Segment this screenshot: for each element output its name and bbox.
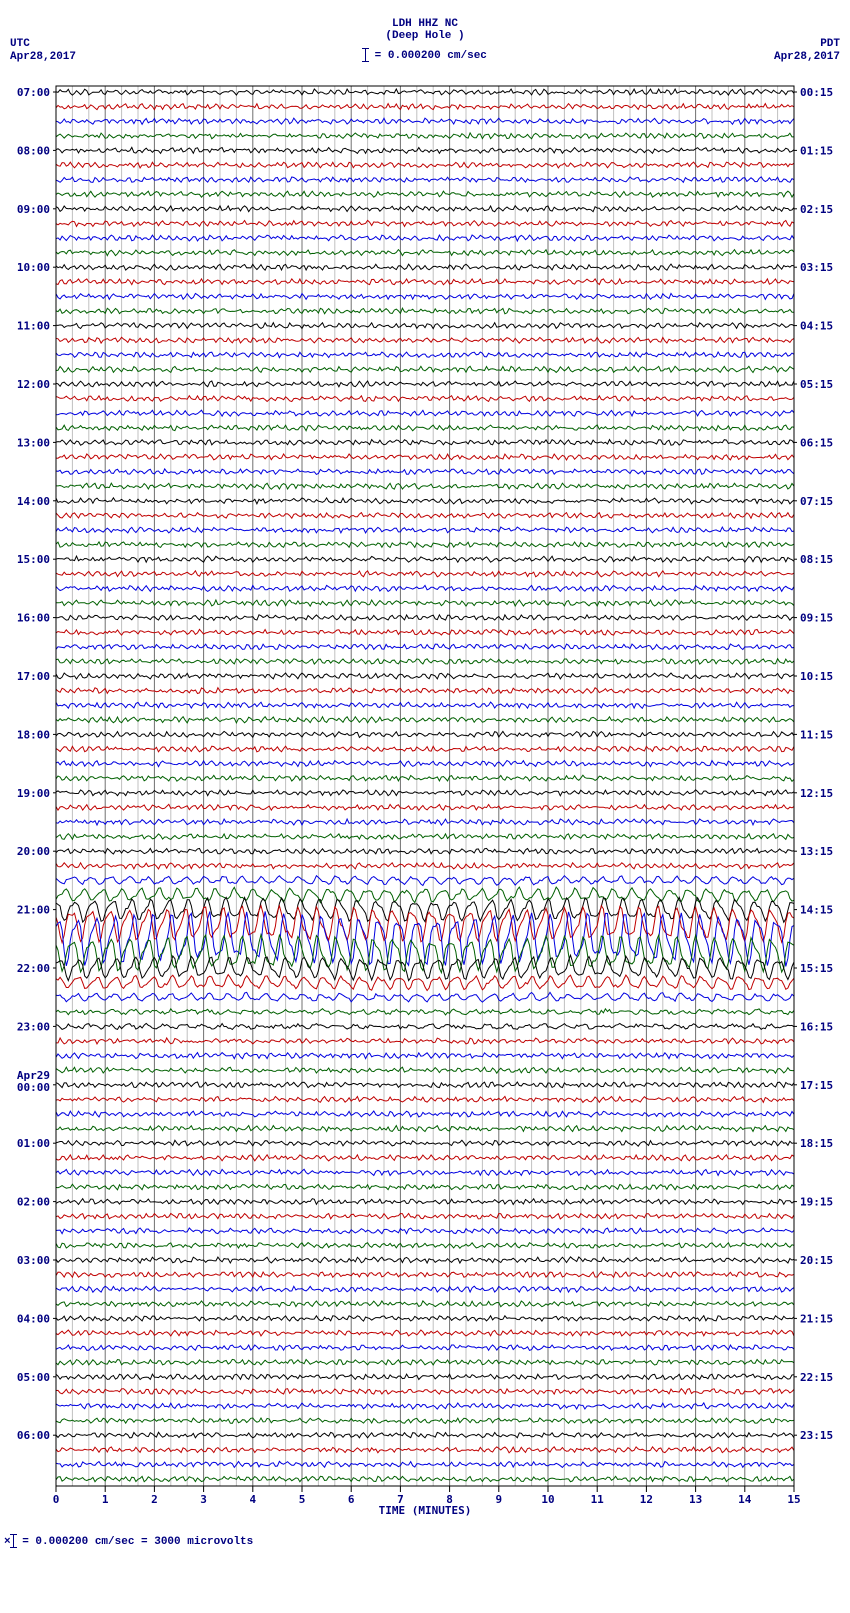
svg-text:16:15: 16:15	[800, 1020, 833, 1033]
svg-text:08:15: 08:15	[800, 553, 833, 566]
svg-text:05:15: 05:15	[800, 378, 833, 391]
svg-text:11:00: 11:00	[17, 320, 50, 333]
svg-text:13:15: 13:15	[800, 845, 833, 858]
svg-text:TIME (MINUTES): TIME (MINUTES)	[379, 1504, 472, 1516]
svg-text:19:15: 19:15	[800, 1196, 833, 1209]
svg-text:6: 6	[348, 1493, 355, 1506]
svg-text:23:15: 23:15	[800, 1429, 833, 1442]
svg-text:14:00: 14:00	[17, 495, 50, 508]
svg-text:0: 0	[53, 1493, 60, 1506]
station-id: LDH HHZ NC	[0, 0, 850, 30]
site-name: (Deep Hole )	[0, 30, 850, 42]
header-right: PDT Apr28,2017	[774, 38, 840, 64]
svg-text:12:15: 12:15	[800, 787, 833, 800]
svg-text:2: 2	[151, 1493, 158, 1506]
svg-text:20:00: 20:00	[17, 845, 50, 858]
svg-text:03:15: 03:15	[800, 261, 833, 274]
scale-text: = 0.000200 cm/sec	[368, 50, 487, 62]
helicorder-svg: 0123456789101112131415TIME (MINUTES)07:0…	[0, 78, 850, 1516]
svg-text:10:00: 10:00	[17, 261, 50, 274]
scale-indicator: = 0.000200 cm/sec	[0, 42, 850, 62]
svg-text:14:15: 14:15	[800, 904, 833, 917]
svg-text:10: 10	[541, 1493, 554, 1506]
svg-text:06:15: 06:15	[800, 436, 833, 449]
svg-text:22:00: 22:00	[17, 962, 50, 975]
svg-text:09:15: 09:15	[800, 612, 833, 625]
svg-text:10:15: 10:15	[800, 670, 833, 683]
scale-bar-icon	[365, 48, 366, 62]
svg-text:14: 14	[738, 1493, 752, 1506]
svg-text:00:00: 00:00	[17, 1081, 50, 1094]
svg-text:09:00: 09:00	[17, 203, 50, 216]
footer-scale: × = 0.000200 cm/sec = 3000 microvolts	[0, 1516, 850, 1558]
right-date: Apr28,2017	[774, 51, 840, 64]
svg-text:13: 13	[689, 1493, 702, 1506]
svg-text:02:00: 02:00	[17, 1196, 50, 1209]
svg-text:06:00: 06:00	[17, 1429, 50, 1442]
header-left: UTC Apr28,2017	[10, 38, 76, 64]
svg-text:03:00: 03:00	[17, 1254, 50, 1267]
svg-text:04:00: 04:00	[17, 1312, 50, 1325]
seismogram-page: LDH HHZ NC (Deep Hole ) = 0.000200 cm/se…	[0, 0, 850, 1558]
svg-text:01:15: 01:15	[800, 144, 833, 157]
svg-text:07:00: 07:00	[17, 86, 50, 99]
svg-text:5: 5	[299, 1493, 306, 1506]
svg-text:22:15: 22:15	[800, 1371, 833, 1384]
svg-text:4: 4	[249, 1493, 256, 1506]
svg-text:07:15: 07:15	[800, 495, 833, 508]
svg-text:21:00: 21:00	[17, 904, 50, 917]
svg-text:11: 11	[591, 1493, 605, 1506]
svg-text:08:00: 08:00	[17, 144, 50, 157]
svg-text:20:15: 20:15	[800, 1254, 833, 1267]
helicorder-plot: 0123456789101112131415TIME (MINUTES)07:0…	[0, 78, 850, 1516]
left-timezone: UTC	[10, 38, 76, 51]
svg-text:9: 9	[495, 1493, 502, 1506]
svg-text:19:00: 19:00	[17, 787, 50, 800]
svg-text:12: 12	[640, 1493, 653, 1506]
svg-text:3: 3	[200, 1493, 207, 1506]
right-timezone: PDT	[774, 38, 840, 51]
svg-text:1: 1	[102, 1493, 109, 1506]
left-date: Apr28,2017	[10, 51, 76, 64]
svg-text:12:00: 12:00	[17, 378, 50, 391]
svg-text:05:00: 05:00	[17, 1371, 50, 1384]
svg-text:21:15: 21:15	[800, 1312, 833, 1325]
footer-text: = 0.000200 cm/sec = 3000 microvolts	[16, 1536, 254, 1548]
svg-text:18:15: 18:15	[800, 1137, 833, 1150]
svg-text:15: 15	[787, 1493, 800, 1506]
svg-text:04:15: 04:15	[800, 320, 833, 333]
svg-text:15:00: 15:00	[17, 553, 50, 566]
svg-text:00:15: 00:15	[800, 86, 833, 99]
svg-text:18:00: 18:00	[17, 728, 50, 741]
svg-text:15:15: 15:15	[800, 962, 833, 975]
svg-text:02:15: 02:15	[800, 203, 833, 216]
svg-text:17:00: 17:00	[17, 670, 50, 683]
svg-text:11:15: 11:15	[800, 728, 833, 741]
svg-text:01:00: 01:00	[17, 1137, 50, 1150]
svg-text:17:15: 17:15	[800, 1079, 833, 1092]
scale-bar-icon	[13, 1534, 14, 1548]
svg-text:13:00: 13:00	[17, 436, 50, 449]
svg-text:23:00: 23:00	[17, 1020, 50, 1033]
svg-text:16:00: 16:00	[17, 612, 50, 625]
header: LDH HHZ NC (Deep Hole ) = 0.000200 cm/se…	[0, 0, 850, 78]
